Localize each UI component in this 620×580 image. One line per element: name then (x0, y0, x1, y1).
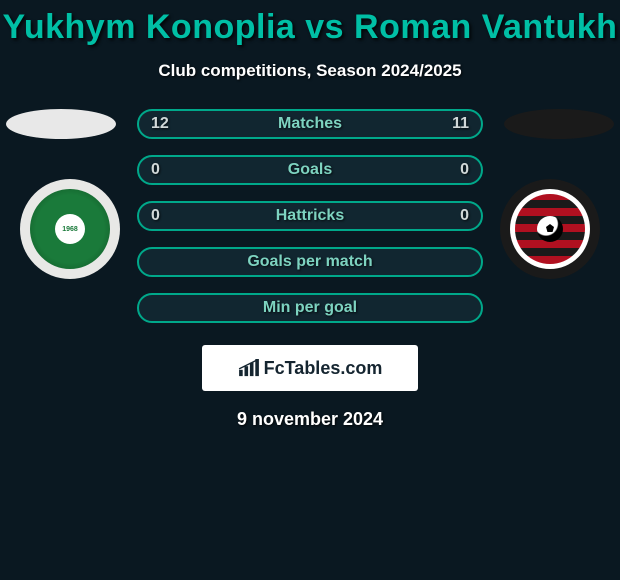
club-emblem-right-stripes (515, 194, 585, 264)
club-badge-left: 1968 (20, 179, 120, 279)
stat-row-goals: 0 Goals 0 (137, 155, 483, 185)
page-subtitle: Club competitions, Season 2024/2025 (0, 61, 620, 81)
stat-label: Min per goal (263, 299, 357, 317)
stat-value-left: 0 (151, 207, 160, 225)
club-badge-right (500, 179, 600, 279)
bar-chart-icon (238, 359, 260, 377)
stat-label: Matches (278, 115, 342, 133)
stat-row-goals-per-match: Goals per match (137, 247, 483, 277)
brand-badge[interactable]: FcTables.com (202, 345, 418, 391)
stat-value-right: 0 (460, 161, 469, 179)
club-emblem-left-center: 1968 (55, 214, 85, 244)
club-emblem-right (510, 189, 590, 269)
stat-value-left: 12 (151, 115, 169, 133)
stat-rows: 12 Matches 11 0 Goals 0 0 Hattricks 0 Go… (137, 109, 483, 323)
soccer-ball-icon (537, 216, 563, 242)
stat-value-right: 11 (452, 115, 469, 133)
date-label: 9 november 2024 (0, 409, 620, 430)
stat-row-matches: 12 Matches 11 (137, 109, 483, 139)
stat-label: Hattricks (276, 207, 344, 225)
stat-label: Goals (288, 161, 332, 179)
stat-label: Goals per match (247, 253, 372, 271)
player-left-oval (6, 109, 116, 139)
stat-value-left: 0 (151, 161, 160, 179)
page-title: Yukhym Konoplia vs Roman Vantukh (0, 0, 620, 47)
comparison-area: 1968 12 Matches 11 0 Goals 0 0 Hattricks… (0, 109, 620, 430)
stat-value-right: 0 (460, 207, 469, 225)
stat-row-hattricks: 0 Hattricks 0 (137, 201, 483, 231)
brand-text: FcTables.com (264, 358, 383, 379)
player-right-oval (504, 109, 614, 139)
stat-row-min-per-goal: Min per goal (137, 293, 483, 323)
club-year-left: 1968 (62, 226, 78, 233)
club-emblem-left: 1968 (30, 189, 110, 269)
